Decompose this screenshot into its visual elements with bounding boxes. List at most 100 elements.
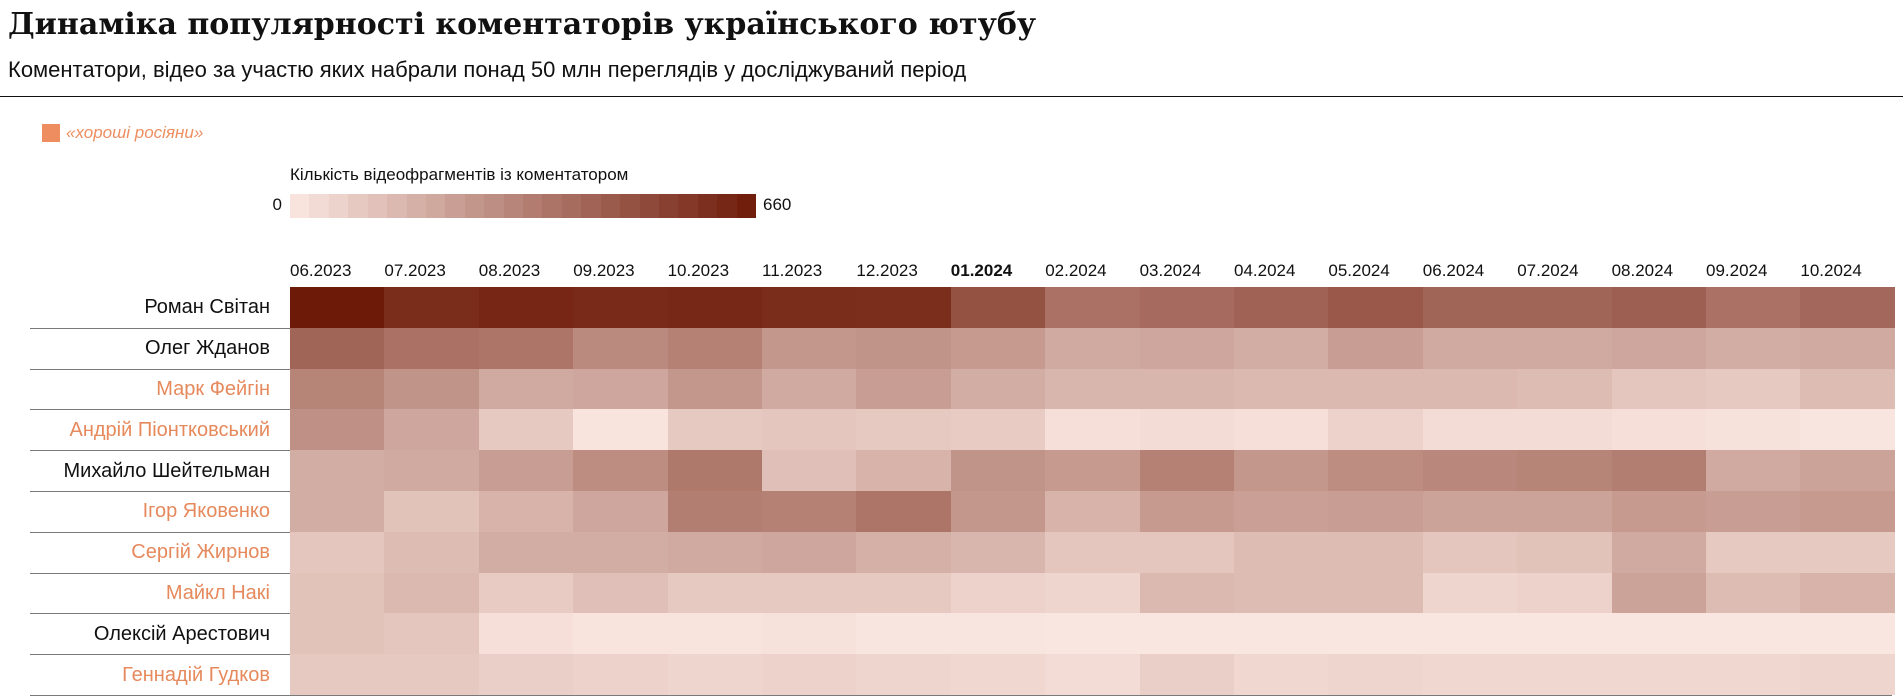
heatmap-cell: [668, 369, 762, 409]
row-label: Геннадій Гудков: [122, 663, 270, 686]
heatmap-cell: [1706, 491, 1800, 532]
heatmap-cell: [384, 654, 479, 695]
heatmap-cell: [384, 450, 479, 491]
title-divider: [0, 96, 1903, 97]
heatmap-cell: [1045, 573, 1140, 613]
color-scale-step: [523, 194, 542, 218]
color-scale-step: [368, 194, 387, 218]
heatmap-cell: [1800, 654, 1895, 695]
row-label: Сергій Жирнов: [131, 541, 270, 564]
color-scale-step: [348, 194, 368, 218]
heatmap-cell: [290, 369, 384, 409]
heatmap-cell: [479, 532, 573, 573]
row-label: Марк Фейгін: [156, 378, 270, 400]
heatmap-cell: [1612, 409, 1706, 450]
heatmap-cell: [1328, 491, 1423, 532]
category-legend: «хороші росіяни»: [42, 122, 203, 144]
heatmap-cell: [1140, 450, 1234, 491]
heatmap-cell: [951, 287, 1045, 328]
color-scale-bar: [290, 194, 756, 218]
heatmap-cell: [668, 328, 762, 369]
heatmap-cell: [479, 573, 573, 613]
heatmap-cell: [762, 450, 856, 491]
heatmap-cell: [1423, 573, 1517, 613]
heatmap-cell: [290, 654, 384, 695]
color-scale-step: [678, 194, 698, 218]
heatmap-cell: [668, 573, 762, 613]
heatmap-cell: [1045, 613, 1140, 654]
heatmap-cell: [384, 409, 479, 450]
color-scale-step: [465, 194, 484, 218]
heatmap-cell: [856, 491, 951, 532]
heatmap-cell: [1800, 328, 1895, 369]
heatmap-cell: [1706, 532, 1800, 573]
heatmap-cell: [384, 369, 479, 409]
heatmap-cell: [384, 532, 479, 573]
month-label: 04.2024: [1234, 261, 1296, 280]
heatmap-cell: [951, 573, 1045, 613]
color-scale-min: 0: [272, 195, 282, 214]
month-label: 09.2023: [573, 261, 635, 280]
color-scale-step: [698, 194, 717, 218]
heatmap-cell: [1045, 532, 1140, 573]
heatmap-cell: [1140, 287, 1234, 328]
heatmap-cell: [856, 328, 951, 369]
heatmap-cell: [1612, 613, 1706, 654]
row-label: Олег Жданов: [144, 337, 270, 360]
color-scale-step: [504, 194, 523, 218]
row-label: Михайло Шейтельман: [63, 459, 270, 482]
heatmap-cell: [951, 654, 1045, 695]
heatmap-cell: [762, 532, 856, 573]
heatmap-cell: [1234, 491, 1328, 532]
heatmap-cell: [1706, 450, 1800, 491]
heatmap-cell: [290, 613, 384, 654]
heatmap-cell: [479, 328, 573, 369]
heatmap-cell: [762, 654, 856, 695]
color-scale-step: [426, 194, 445, 218]
heatmap-cell: [1800, 287, 1895, 328]
heatmap-cell: [1140, 491, 1234, 532]
heatmap-cell: [668, 450, 762, 491]
color-scale-step: [484, 194, 504, 218]
heatmap-cell: [856, 287, 951, 328]
heatmap-cell: [951, 613, 1045, 654]
color-scale-step: [445, 194, 465, 218]
row-label: Ігор Яковенко: [142, 500, 270, 523]
color-scale-step: [601, 194, 620, 218]
heatmap-cell: [1045, 409, 1140, 450]
heatmap-cell: [1800, 409, 1895, 450]
heatmap-cell: [1517, 328, 1612, 369]
month-label: 05.2024: [1328, 261, 1390, 280]
heatmap-cell: [1423, 287, 1517, 328]
heatmap-cell: [1800, 450, 1895, 491]
heatmap-cell: [1234, 328, 1328, 369]
month-label: 07.2023: [384, 261, 446, 280]
heatmap-cell: [856, 409, 951, 450]
heatmap-cell: [1328, 450, 1423, 491]
heatmap-cell: [1423, 654, 1517, 695]
heatmap-cell: [1423, 409, 1517, 450]
heatmap-cell: [1800, 369, 1895, 409]
month-label: 07.2024: [1517, 261, 1579, 280]
heatmap-cell: [856, 654, 951, 695]
heatmap-cell: [1234, 573, 1328, 613]
heatmap-cell: [1045, 369, 1140, 409]
heatmap-cell: [1706, 328, 1800, 369]
category-legend-label: «хороші росіяни»: [66, 123, 204, 142]
heatmap-cell: [762, 491, 856, 532]
heatmap-cell: [1423, 328, 1517, 369]
heatmap-cell: [290, 532, 384, 573]
heatmap-cell: [1800, 573, 1895, 613]
month-label: 06.2024: [1422, 261, 1485, 280]
heatmap-cell: [1234, 654, 1328, 695]
heatmap-cell: [1612, 287, 1706, 328]
heatmap-cell: [856, 573, 951, 613]
heatmap-cell: [1328, 287, 1423, 328]
color-scale-step: [329, 194, 348, 218]
heatmap-cell: [1234, 532, 1328, 573]
heatmap-cell: [1612, 369, 1706, 409]
heatmap-cell: [1706, 369, 1800, 409]
row-label: Майкл Накі: [165, 582, 270, 604]
heatmap-cell: [1045, 287, 1140, 328]
heatmap-cell: [762, 369, 856, 409]
